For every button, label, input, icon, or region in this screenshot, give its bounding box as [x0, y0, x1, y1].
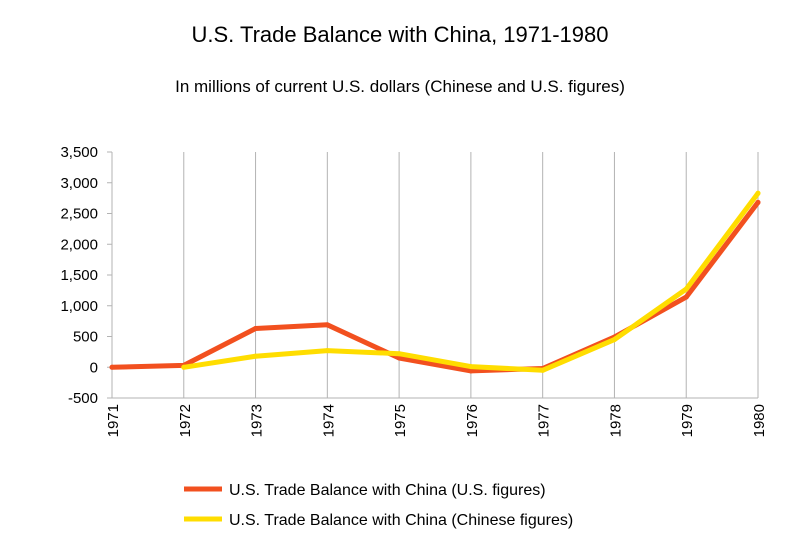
x-tick-label-1976: 1976	[464, 404, 481, 437]
data-point-s1-1976	[468, 368, 474, 374]
data-point-s2-1972	[181, 364, 187, 370]
y-tick-label: 3,500	[60, 144, 98, 161]
y-tick-label: 1,500	[60, 267, 98, 284]
series-line-1	[109, 199, 761, 374]
data-point-s1-1979	[683, 294, 689, 300]
data-point-s2-1974	[324, 348, 330, 354]
data-point-s1-1974	[324, 322, 330, 328]
legend: U.S. Trade Balance with China (U.S. figu…	[184, 482, 573, 529]
x-tick-label-1974: 1974	[320, 404, 337, 437]
legend-label-2: U.S. Trade Balance with China (Chinese f…	[229, 512, 573, 529]
data-point-s2-1980	[755, 190, 761, 196]
y-tick-label: 2,500	[60, 206, 98, 223]
axes	[107, 151, 758, 399]
y-axis-tick-labels: -500 0 500 1,000 1,500 2,000 2,500 3,000 3,500	[60, 144, 98, 407]
y-tick-label: 1,000	[60, 298, 98, 315]
data-point-s2-1977	[540, 367, 546, 373]
data-point-s1-1973	[253, 326, 259, 332]
data-point-s2-1978	[611, 337, 617, 343]
x-tick-label-1971: 1971	[105, 404, 122, 437]
data-point-s1-1975	[396, 355, 402, 361]
y-tick-label: 0	[90, 359, 98, 376]
data-point-s1-1971	[109, 364, 115, 370]
data-point-s2-1976	[468, 364, 474, 370]
y-tick-label: 3,000	[60, 175, 98, 192]
y-tick-label: 500	[73, 329, 98, 346]
x-tick-label-1973: 1973	[249, 404, 266, 437]
data-point-s2-1975	[396, 351, 402, 357]
series-lines	[109, 190, 761, 374]
x-tick-label-1979: 1979	[679, 404, 696, 437]
chart-title: U.S. Trade Balance with China, 1971-1980	[191, 22, 609, 47]
x-axis-tick-labels: 1971 1972 1973 1974 1975 1976 1977 1978 1979 1980	[105, 404, 768, 437]
y-tick-label: 2,000	[60, 236, 98, 253]
x-tick-label-1978: 1978	[607, 404, 624, 437]
x-tick-label-1977: 1977	[536, 404, 553, 437]
data-point-s2-1979	[683, 286, 689, 292]
data-point-s2-1973	[253, 353, 259, 359]
data-point-s1-1980	[755, 199, 761, 205]
legend-label-1: U.S. Trade Balance with China (U.S. figu…	[229, 482, 546, 499]
chart-subtitle: In millions of current U.S. dollars (Chi…	[175, 77, 625, 96]
x-tick-label-1980: 1980	[751, 404, 768, 437]
x-tick-label-1975: 1975	[392, 404, 409, 437]
x-tick-label-1972: 1972	[177, 404, 194, 437]
y-tick-label: -500	[68, 390, 98, 407]
